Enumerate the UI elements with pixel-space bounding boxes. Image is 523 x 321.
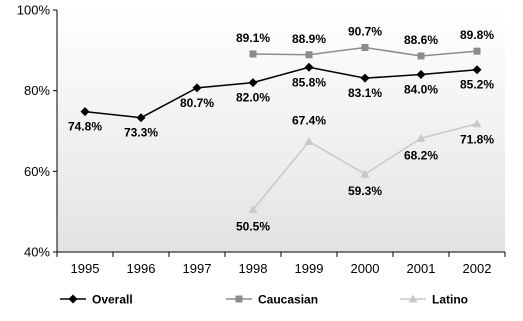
latino-data-label: 50.5% — [236, 220, 270, 234]
latino-data-label: 71.8% — [460, 133, 494, 147]
latino-data-label: 59.3% — [348, 184, 382, 198]
overall-data-label: 84.0% — [404, 83, 438, 97]
overall-data-label: 85.8% — [292, 75, 326, 89]
latino-data-label: 68.2% — [404, 148, 438, 162]
x-tick-label: 1997 — [183, 261, 212, 276]
caucasian-data-label: 90.7% — [348, 25, 382, 39]
plot-area — [57, 10, 505, 252]
overall-point — [192, 83, 202, 93]
caucasian-legend-marker — [235, 295, 243, 303]
y-tick-label: 60% — [24, 164, 50, 179]
overall-point — [136, 113, 146, 123]
overall-data-label: 82.0% — [236, 91, 270, 105]
axes: 40% 60% 80% 100% 1995 1996 1997 1998 1999 2000 200… — [17, 3, 506, 276]
latino-data-label: 67.4% — [292, 113, 326, 127]
overall-data-label: 85.2% — [460, 78, 494, 92]
overall-data-label: 83.1% — [348, 86, 382, 100]
caucasian-point — [305, 51, 313, 59]
x-tick-label: 1996 — [127, 261, 156, 276]
x-tick-label: 2002 — [463, 261, 492, 276]
overall-legend-marker — [68, 294, 78, 304]
caucasian-point — [361, 44, 369, 52]
latino-legend-marker — [408, 294, 418, 303]
latino-point — [416, 133, 426, 142]
x-tick-label: 2000 — [351, 261, 380, 276]
overall-point — [80, 107, 90, 117]
x-tick-label: 1995 — [71, 261, 100, 276]
overall-point — [304, 62, 314, 72]
caucasian-point — [417, 52, 425, 60]
y-tick-label: 40% — [24, 245, 50, 260]
y-tick-label: 80% — [24, 83, 50, 98]
overall-legend-label: Overall — [92, 293, 133, 307]
latino-point — [360, 169, 370, 178]
latino-point — [248, 205, 258, 214]
latino-point — [304, 136, 314, 145]
x-tick-label: 2001 — [407, 261, 436, 276]
x-tick-label: 1998 — [239, 261, 268, 276]
caucasian-legend-label: Caucasian — [258, 293, 318, 307]
latino-point — [472, 119, 482, 128]
data-labels: 74.8% 73.3% 80.7% 82.0% 85.8% 83.1% 84.0% 85.2%… — [68, 25, 494, 234]
caucasian-data-label: 89.8% — [460, 28, 494, 42]
caucasian-data-label: 89.1% — [236, 31, 270, 45]
overall-data-label: 74.8% — [68, 120, 102, 134]
overall-data-label: 80.7% — [180, 96, 214, 110]
y-tick-label: 100% — [17, 3, 51, 18]
caucasian-data-label: 88.9% — [292, 32, 326, 46]
x-tick-label: 1999 — [295, 261, 324, 276]
caucasian-point — [473, 47, 481, 55]
overall-line — [84, 66, 478, 119]
series-markers — [80, 44, 482, 214]
overall-point — [248, 78, 258, 88]
overall-point — [360, 73, 370, 83]
latino-legend-label: Latino — [432, 293, 468, 307]
caucasian-point — [249, 50, 257, 58]
overall-point — [416, 70, 426, 80]
legend: Overall Caucasian Latino — [60, 293, 468, 307]
caucasian-data-label: 88.6% — [404, 33, 438, 47]
overall-point — [472, 65, 482, 75]
overall-data-label: 73.3% — [124, 126, 158, 140]
